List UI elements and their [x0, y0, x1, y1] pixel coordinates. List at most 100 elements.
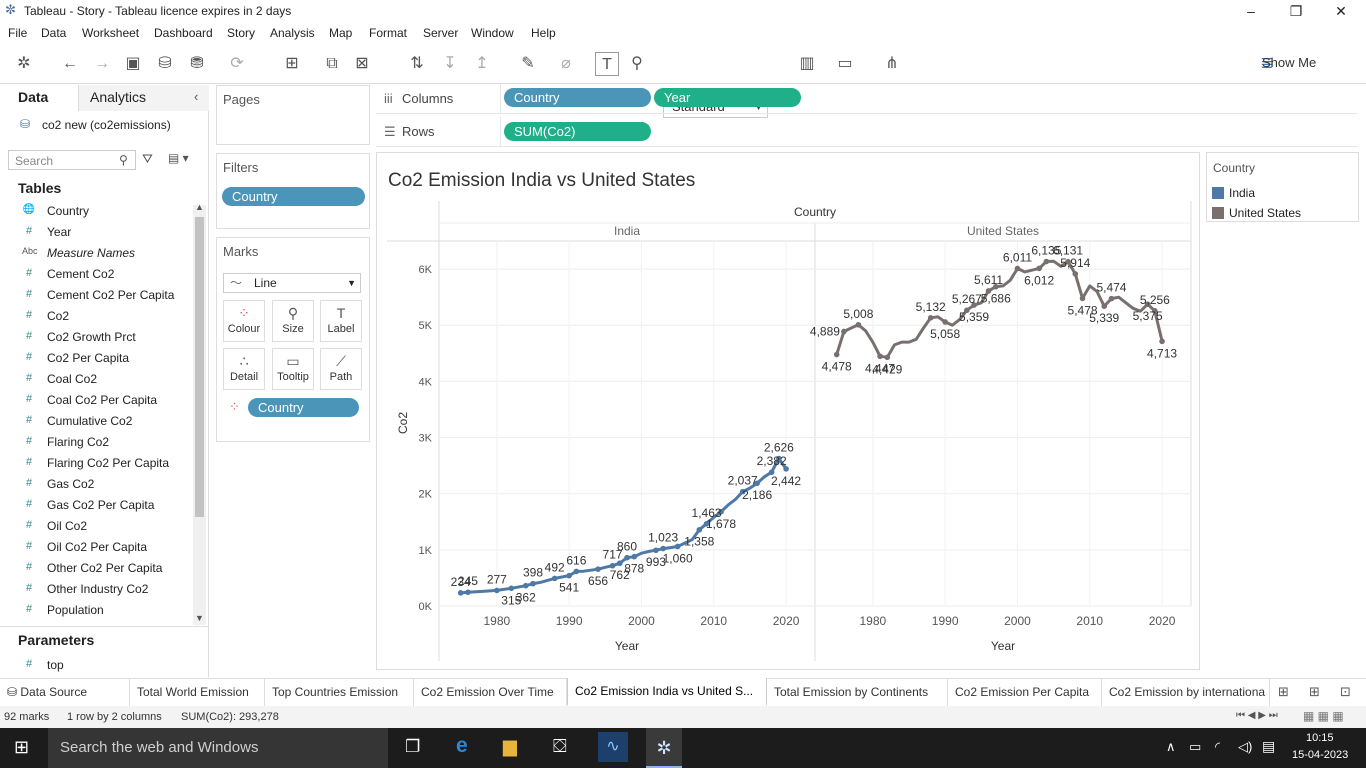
field-other-co2-per-capita[interactable]: # Other Co2 Per Capita [0, 558, 190, 579]
show-labels-icon[interactable]: T [595, 52, 619, 76]
filter-pill-country[interactable]: Country [222, 187, 365, 206]
legend-item-india[interactable]: India [1229, 186, 1256, 200]
show-me-button[interactable]: Show Me [1262, 55, 1317, 70]
columns-shelf[interactable]: iii Columns Country Year [376, 84, 1358, 114]
battery-icon[interactable]: ▭ [1189, 739, 1202, 754]
tableau-taskbar-icon[interactable]: ✲ [646, 728, 682, 768]
menu-format[interactable]: Format [369, 26, 408, 40]
field-oil-co2-per-capita[interactable]: # Oil Co2 Per Capita [0, 537, 190, 558]
windows-start-icon[interactable]: ⊞ [14, 737, 30, 757]
data-point[interactable] [624, 554, 630, 561]
series-line-united-states[interactable] [835, 259, 1164, 359]
restore-button[interactable]: ❐ [1289, 3, 1303, 19]
color-legend[interactable]: Country India United States [1206, 152, 1359, 222]
size-button[interactable]: ⚲ Size [272, 300, 314, 342]
share-icon[interactable]: ⋔ [885, 55, 899, 72]
field-coal-co2[interactable]: # Coal Co2 [0, 369, 190, 390]
tooltip-button[interactable]: ▭ Tooltip [272, 348, 314, 390]
tab-total-world-emission[interactable]: Total World Emission [130, 679, 265, 706]
undo-icon[interactable]: ← [62, 55, 78, 72]
tray-chevron-icon[interactable]: ∧ [1166, 739, 1176, 754]
new-datasource-icon[interactable]: ⛁ [158, 55, 172, 72]
group-icon[interactable]: ⌀ [561, 55, 571, 72]
field-measure-names[interactable]: Abc Measure Names [22, 246, 136, 260]
field-other-industry-co2[interactable]: # Other Industry Co2 [0, 579, 190, 600]
duplicate-sheet-icon[interactable]: ⧉ [326, 55, 338, 72]
data-point[interactable] [674, 543, 681, 550]
menu-server[interactable]: Server [423, 26, 459, 40]
menu-window[interactable]: Window [471, 26, 514, 40]
menu-file[interactable]: File [8, 26, 28, 40]
field-co2-growth-prct[interactable]: # Co2 Growth Prct [0, 327, 190, 348]
highlight-icon[interactable]: ✎ [521, 55, 535, 72]
data-point[interactable] [1152, 308, 1158, 314]
menu-data[interactable]: Data [41, 26, 67, 40]
data-point[interactable] [494, 587, 500, 594]
store-icon[interactable]: ⛋ [553, 736, 567, 756]
refresh-icon[interactable]: ⟳ [230, 55, 244, 72]
data-point[interactable] [1101, 303, 1108, 309]
sort-asc-icon[interactable]: ↧ [443, 55, 457, 72]
field-coal-co2-per-capita[interactable]: # Coal Co2 Per Capita [0, 390, 190, 411]
sheet-sorter-icon[interactable]: ▦ ▦ ▦ [1303, 709, 1344, 723]
tab-co2-emission-over-time[interactable]: Co2 Emission Over Time [414, 679, 567, 706]
data-point[interactable] [877, 353, 883, 360]
new-story-icon[interactable]: ⊡ [1340, 684, 1351, 699]
tab-analytics[interactable]: Analytics [90, 89, 147, 105]
sort-desc-icon[interactable]: ↥ [475, 55, 489, 72]
visualization[interactable]: Co2 Emission India vs United States Coun… [376, 152, 1200, 670]
data-point[interactable] [703, 521, 710, 527]
field-co2[interactable]: # Co2 [0, 306, 190, 327]
field-cement-co2-per-capita[interactable]: # Cement Co2 Per Capita [0, 285, 190, 306]
menu-map[interactable]: Map [329, 26, 353, 40]
tab-top-countries-emission[interactable]: Top Countries Emission [265, 679, 414, 706]
tab-total-emission-by-continents[interactable]: Total Emission by Continents [767, 679, 948, 706]
data-point[interactable] [1079, 295, 1086, 302]
columns-pill-country[interactable]: Country [504, 88, 651, 107]
data-point[interactable] [1014, 265, 1021, 272]
app-icon[interactable]: ∿ [598, 732, 628, 762]
field-oil-co2[interactable]: # Oil Co2 [0, 516, 190, 537]
data-point[interactable] [660, 545, 666, 552]
minimize-button[interactable]: – [1247, 3, 1255, 19]
new-worksheet-icon[interactable]: ⊞ [1278, 684, 1289, 699]
pages-card[interactable]: Pages [216, 85, 370, 145]
field-list-scrollbar[interactable]: ▲ ▼ [193, 202, 206, 625]
presentation-icon[interactable]: ▭ [837, 55, 853, 72]
data-point[interactable] [609, 562, 616, 569]
field-co2-per-capita[interactable]: # Co2 Per Capita [0, 348, 190, 369]
data-point[interactable] [776, 455, 782, 462]
data-point[interactable] [631, 553, 638, 560]
file-explorer-icon[interactable]: ▆ [503, 736, 517, 756]
clock-date[interactable]: 15-04-2023 [1292, 749, 1349, 761]
data-point[interactable] [942, 319, 948, 325]
data-point[interactable] [841, 328, 847, 335]
data-point[interactable] [551, 575, 558, 582]
data-point[interactable] [992, 283, 999, 290]
taskbar-search[interactable]: Search the web and Windows [48, 728, 388, 768]
tableau-icon[interactable]: ✲ [17, 55, 31, 72]
data-point[interactable] [457, 590, 464, 596]
data-point[interactable] [884, 354, 891, 361]
clock-time[interactable]: 10:15 [1306, 732, 1334, 744]
show-me-icon[interactable]: ≣ [1260, 55, 1274, 72]
swap-icon[interactable]: ⇅ [410, 55, 424, 72]
data-point[interactable] [522, 582, 529, 589]
scroll-up-icon[interactable]: ▲ [195, 202, 204, 212]
detail-button[interactable]: ∴ Detail [223, 348, 265, 390]
data-point[interactable] [964, 307, 970, 314]
collapse-pane-icon[interactable]: ‹ [194, 89, 199, 104]
filter-icon[interactable]: ⛛ [142, 151, 153, 166]
data-point[interactable] [595, 566, 601, 572]
rows-shelf[interactable]: ☰ Rows SUM(Co2) [376, 117, 1358, 147]
search-box[interactable]: Search ⚲ [8, 150, 136, 170]
rows-pill-sum-co2[interactable]: SUM(Co2) [504, 122, 651, 141]
cards-icon[interactable]: ▥ [799, 55, 815, 72]
data-point[interactable] [1072, 271, 1079, 277]
legend-item-united-states[interactable]: United States [1229, 206, 1302, 220]
data-point[interactable] [573, 568, 580, 575]
menu-story[interactable]: Story [227, 26, 256, 40]
data-point[interactable] [696, 526, 703, 533]
data-point[interactable] [616, 560, 623, 567]
tab-co2-emission-by-international[interactable]: Co2 Emission by internationa [1102, 679, 1270, 706]
